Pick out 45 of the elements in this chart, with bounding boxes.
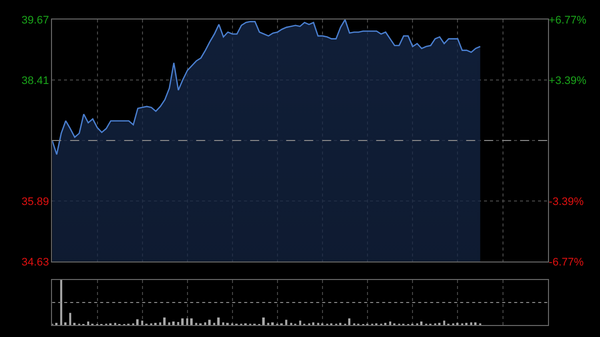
bar: [69, 312, 72, 326]
bar: [87, 322, 90, 326]
bar: [73, 322, 76, 326]
y-tick-label: 35.89: [21, 196, 49, 208]
bar: [190, 318, 193, 326]
y2-tick-label: +3.39%: [548, 74, 587, 87]
bar: [348, 318, 350, 326]
bar: [217, 317, 220, 326]
bar: [389, 322, 392, 326]
bar: [208, 320, 211, 326]
y-tick-label: 38.41: [21, 74, 49, 87]
bar: [465, 322, 468, 326]
bar: [186, 318, 188, 326]
y-tick-label: 34.63: [21, 256, 49, 268]
bar: [262, 317, 265, 326]
bar: [299, 320, 302, 326]
y2-tick-label: -6.77%: [548, 256, 584, 268]
bar: [285, 320, 288, 326]
bar: [168, 322, 170, 326]
bar: [443, 320, 446, 326]
bar: [172, 322, 175, 326]
bar: [136, 319, 139, 326]
y2-tick-label: -3.39%: [548, 196, 584, 208]
bar: [384, 322, 386, 326]
bar: [339, 322, 342, 326]
y-tick-label: 39.67: [21, 14, 49, 26]
bar: [204, 322, 206, 326]
bar: [271, 322, 274, 326]
bar: [181, 318, 184, 326]
bar: [55, 322, 58, 326]
y2-tick-label: +6.77%: [548, 14, 587, 26]
bar: [64, 322, 66, 326]
bar: [312, 322, 314, 326]
bar: [141, 320, 144, 326]
bar: [420, 322, 422, 326]
bar: [154, 322, 157, 326]
bar: [438, 322, 440, 326]
bar: [163, 317, 166, 326]
bar: [177, 322, 180, 326]
bar: [470, 322, 472, 326]
bar: [60, 280, 62, 326]
bar: [474, 322, 476, 326]
bar: [222, 322, 224, 326]
bar: [159, 322, 162, 326]
bar: [456, 322, 458, 326]
